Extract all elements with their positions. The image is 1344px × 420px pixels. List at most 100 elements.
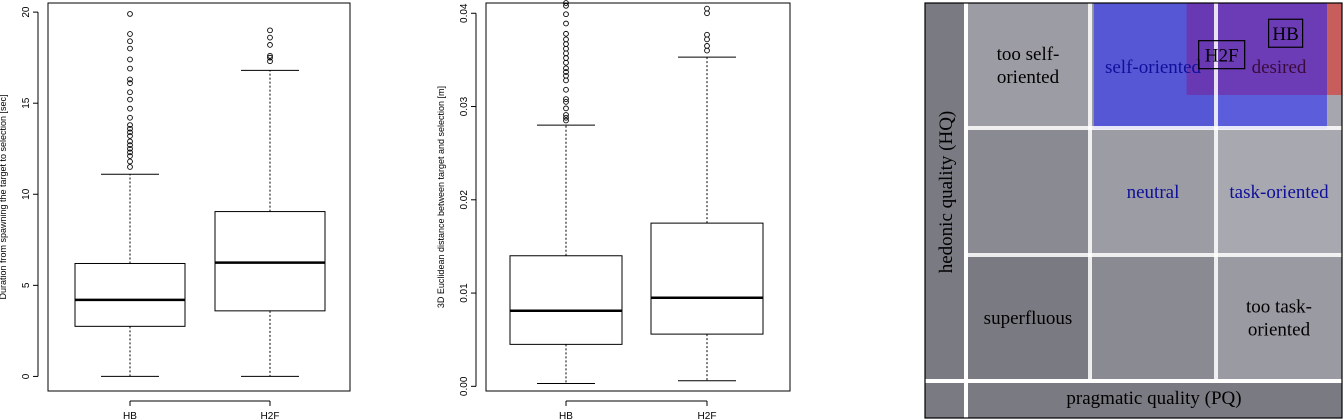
outlier-point bbox=[563, 41, 569, 47]
quadrant-cell bbox=[966, 255, 1090, 381]
outlier-point bbox=[127, 114, 133, 121]
outlier-point bbox=[267, 42, 273, 48]
outlier-point bbox=[563, 105, 569, 112]
outlier-point bbox=[127, 164, 133, 170]
outlier-point bbox=[563, 112, 569, 118]
cell-label: oriented bbox=[997, 67, 1060, 88]
y-tick-label: 0.02 bbox=[459, 190, 470, 210]
outlier-point bbox=[127, 76, 133, 83]
box-hb: HB bbox=[74, 11, 186, 420]
outlier-point bbox=[127, 65, 133, 72]
outlier-point bbox=[563, 59, 569, 66]
iqr-box bbox=[509, 255, 623, 345]
y-tick-label: 0 bbox=[21, 373, 32, 379]
outlier-point bbox=[563, 2, 569, 9]
x-tick-label: H2F bbox=[261, 411, 280, 420]
box-h2f: H2F bbox=[650, 5, 764, 420]
confidence-region-h2f bbox=[1093, 3, 1327, 129]
outlier-point bbox=[127, 138, 133, 145]
outlier-point bbox=[127, 133, 133, 139]
quadrant-border bbox=[924, 2, 1343, 419]
cell-label: oriented bbox=[1248, 320, 1311, 341]
outlier-point bbox=[127, 80, 133, 87]
duration-boxplot: 0 5 10 15 20 Duration from spawning the targe… bbox=[0, 2, 351, 420]
cell-label: self-oriented bbox=[1105, 57, 1202, 78]
marker-h2f: H2F bbox=[1198, 40, 1246, 70]
outlier-point bbox=[704, 5, 710, 12]
quadrant-cell bbox=[966, 128, 1090, 255]
quadrant-cell bbox=[1090, 255, 1216, 381]
marker-hb: HB bbox=[1267, 18, 1304, 48]
marker-label: H2F bbox=[1205, 46, 1239, 67]
outlier-point bbox=[127, 153, 133, 159]
y-axis-label: 3D Euclidean distance between target and… bbox=[436, 86, 446, 308]
box-h2f: H2F bbox=[214, 27, 326, 420]
cell-label: too task- bbox=[1246, 297, 1312, 318]
outlier-point bbox=[563, 114, 569, 121]
outlier-point bbox=[267, 34, 273, 41]
outlier-point bbox=[127, 105, 133, 112]
outlier-point bbox=[563, 77, 569, 84]
y-axis-label: Duration from spawning the target to sel… bbox=[0, 94, 8, 299]
hq-label-strip bbox=[925, 3, 966, 381]
quadrant-cell bbox=[1090, 128, 1216, 255]
outlier-point bbox=[563, 36, 569, 43]
iqr-box bbox=[214, 211, 326, 312]
y-tick-label: 0.00 bbox=[459, 376, 470, 396]
cell-label: task-oriented bbox=[1229, 182, 1329, 203]
quadrant-cell bbox=[1216, 128, 1342, 255]
iqr-box bbox=[74, 262, 186, 327]
outlier-point bbox=[127, 122, 133, 128]
cell-label: too self- bbox=[997, 44, 1060, 65]
outlier-point bbox=[704, 36, 710, 43]
outlier-point bbox=[563, 99, 569, 105]
outlier-point bbox=[563, 30, 569, 37]
quality-quadrant: too self-oriented self-oriented desired neu… bbox=[924, 2, 1343, 419]
outlier-point bbox=[563, 11, 569, 18]
outlier-point bbox=[563, 45, 569, 52]
outlier-point bbox=[127, 56, 133, 63]
pq-label-strip bbox=[925, 381, 1342, 418]
y-tick-label: 5 bbox=[21, 282, 32, 288]
outlier-point bbox=[127, 145, 133, 152]
distance-boxplot: 0.00 0.01 0.02 0.03 0.04 3D Euclidean distanc… bbox=[436, 0, 791, 420]
cell-label: superfluous bbox=[984, 308, 1073, 329]
y-tick-label: 20 bbox=[21, 6, 32, 18]
marker-box bbox=[1267, 18, 1304, 48]
plot-frame bbox=[485, 2, 791, 392]
cell-label: neutral bbox=[1127, 182, 1180, 203]
iqr-box bbox=[650, 222, 764, 335]
outlier-point bbox=[267, 52, 273, 59]
x-tick-label: HB bbox=[123, 411, 137, 420]
cell-label: desired bbox=[1252, 57, 1307, 78]
y-tick-label: 0.01 bbox=[459, 283, 470, 303]
outlier-point bbox=[563, 72, 569, 79]
quadrant-cell bbox=[1216, 255, 1342, 381]
x-tick-label: HB bbox=[559, 411, 573, 420]
marker-box bbox=[1198, 40, 1246, 70]
outlier-point bbox=[704, 47, 710, 54]
outlier-point bbox=[563, 65, 569, 72]
marker-label: HB bbox=[1272, 24, 1298, 45]
outlier-point bbox=[127, 45, 133, 52]
outlier-point bbox=[127, 129, 133, 136]
outlier-point bbox=[127, 158, 133, 165]
outlier-point bbox=[127, 11, 133, 17]
x-axis-label: pragmatic quality (PQ) bbox=[1066, 388, 1241, 409]
y-tick-label: 15 bbox=[21, 97, 32, 109]
y-tick-label: 0.03 bbox=[459, 96, 470, 116]
outlier-point bbox=[563, 69, 569, 75]
outlier-point bbox=[563, 0, 569, 6]
outlier-point bbox=[563, 20, 569, 27]
y-tick-label: 10 bbox=[21, 188, 32, 200]
outlier-point bbox=[563, 86, 569, 93]
outlier-point bbox=[563, 55, 569, 61]
outlier-point bbox=[267, 58, 273, 65]
plot-frame bbox=[47, 2, 351, 392]
box-hb: HB bbox=[509, 0, 623, 420]
outlier-point bbox=[563, 50, 569, 57]
y-axis-label: hedonic quality (HQ) bbox=[936, 111, 957, 274]
x-tick-label: H2F bbox=[698, 411, 717, 420]
outlier-point bbox=[127, 142, 133, 148]
outlier-point bbox=[127, 89, 133, 96]
